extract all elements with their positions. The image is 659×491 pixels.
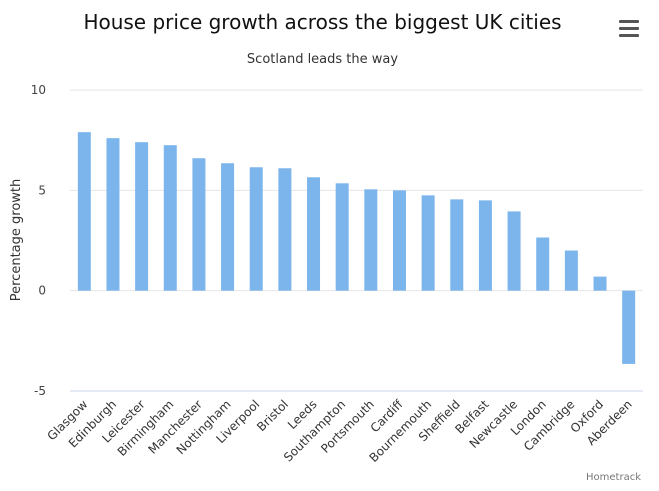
bar-nottingham[interactable] bbox=[221, 163, 235, 291]
bar-glasgow[interactable] bbox=[77, 132, 91, 291]
y-axis-label: Percentage growth bbox=[9, 179, 24, 302]
bar-bournemouth[interactable] bbox=[421, 195, 435, 291]
bar-edinburgh[interactable] bbox=[106, 138, 120, 291]
bar-oxford[interactable] bbox=[593, 276, 607, 291]
credits-text[interactable]: Hometrack bbox=[586, 472, 641, 483]
chart-subtitle: Scotland leads the way bbox=[246, 52, 399, 67]
bar-cardiff[interactable] bbox=[392, 190, 406, 291]
bar-aberdeen[interactable] bbox=[622, 290, 636, 364]
y-tick-label: -5 bbox=[34, 384, 46, 398]
bar-southampton[interactable] bbox=[335, 183, 349, 291]
bar-belfast[interactable] bbox=[478, 200, 492, 291]
bar-newcastle[interactable] bbox=[507, 211, 521, 291]
bar-cambridge[interactable] bbox=[564, 250, 578, 291]
gridlines bbox=[70, 89, 643, 392]
bar-manchester[interactable] bbox=[192, 158, 206, 291]
bar-leeds[interactable] bbox=[307, 177, 321, 291]
bar-leicester[interactable] bbox=[135, 142, 149, 291]
bar-london[interactable] bbox=[536, 237, 550, 291]
bar-birmingham[interactable] bbox=[163, 145, 177, 291]
bar-sheffield[interactable] bbox=[450, 199, 464, 291]
bar-portsmouth[interactable] bbox=[364, 189, 378, 291]
chart-title: House price growth across the biggest UK… bbox=[83, 10, 562, 34]
y-axis-ticks: -5 0 5 10 bbox=[31, 83, 46, 398]
x-axis-labels: GlasgowEdinburghLeicesterBirminghamManch… bbox=[44, 397, 634, 465]
y-tick-label: 0 bbox=[38, 284, 46, 298]
bar-liverpool[interactable] bbox=[249, 167, 263, 291]
y-tick-label: 5 bbox=[38, 183, 46, 197]
y-tick-label: 10 bbox=[31, 83, 46, 97]
bars bbox=[77, 132, 636, 364]
x-tick-label: Bristol bbox=[254, 397, 291, 434]
bar-bristol[interactable] bbox=[278, 168, 292, 291]
hamburger-menu-icon[interactable] bbox=[614, 16, 644, 42]
